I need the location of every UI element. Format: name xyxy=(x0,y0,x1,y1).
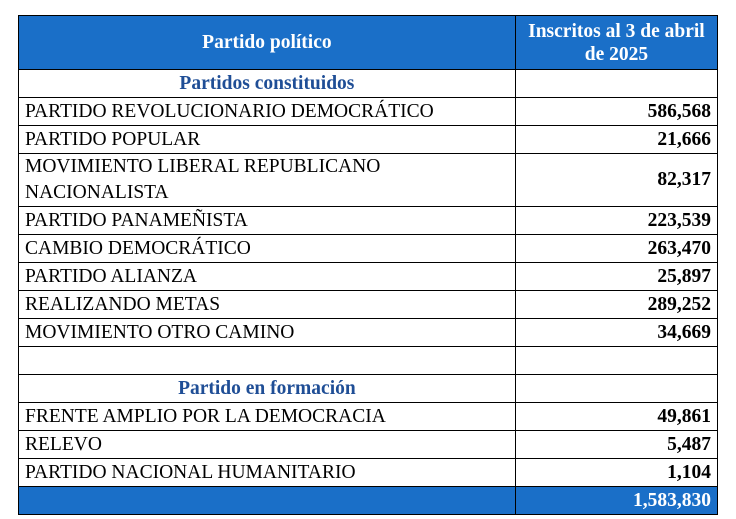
party-row: MOVIMIENTO OTRO CAMINO 34,669 xyxy=(18,318,719,347)
party-row: PARTIDO REVOLUCIONARIO DEMOCRÁTICO 586,56… xyxy=(18,97,719,126)
party-row: CAMBIO DEMOCRÁTICO 263,470 xyxy=(18,234,719,263)
party-count: 25,897 xyxy=(514,262,719,291)
party-row: RELEVO 5,487 xyxy=(18,430,719,459)
party-name: MOVIMIENTO OTRO CAMINO xyxy=(18,318,516,347)
section-title: Partido en formación xyxy=(18,374,516,403)
party-count: 34,669 xyxy=(514,318,719,347)
party-count: 5,487 xyxy=(514,430,719,459)
table-body: Partidos constituidos PARTIDO REVOLUCIONA… xyxy=(18,69,719,515)
empty-cell xyxy=(514,69,719,98)
party-row: PARTIDO ALIANZA 25,897 xyxy=(18,262,719,291)
party-row: REALIZANDO METAS 289,252 xyxy=(18,290,719,319)
party-name: REALIZANDO METAS xyxy=(18,290,516,319)
spacer-row xyxy=(18,346,719,375)
party-name: PARTIDO POPULAR xyxy=(18,125,516,154)
party-name: PARTIDO PANAMEÑISTA xyxy=(18,206,516,235)
parties-table: Partido político Inscritos al 3 de abril… xyxy=(18,15,719,515)
party-row: PARTIDO PANAMEÑISTA 223,539 xyxy=(18,206,719,235)
party-count: 223,539 xyxy=(514,206,719,235)
section-title: Partidos constituidos xyxy=(18,69,516,98)
party-name: RELEVO xyxy=(18,430,516,459)
section-row: Partidos constituidos xyxy=(18,69,719,98)
party-name: MOVIMIENTO LIBERAL REPUBLICANO NACIONALI… xyxy=(18,153,516,207)
party-count: 82,317 xyxy=(514,153,719,207)
section-row: Partido en formación xyxy=(18,374,719,403)
party-count: 289,252 xyxy=(514,290,719,319)
party-count: 263,470 xyxy=(514,234,719,263)
party-count: 586,568 xyxy=(514,97,719,126)
empty-cell xyxy=(514,374,719,403)
party-name: PARTIDO NACIONAL HUMANITARIO xyxy=(18,458,516,487)
party-row: PARTIDO NACIONAL HUMANITARIO 1,104 xyxy=(18,458,719,487)
party-name: PARTIDO ALIANZA xyxy=(18,262,516,291)
party-name: PARTIDO REVOLUCIONARIO DEMOCRÁTICO xyxy=(18,97,516,126)
total-row: 1,583,830 xyxy=(18,486,719,515)
party-count: 49,861 xyxy=(514,402,719,431)
empty-cell xyxy=(18,346,516,375)
party-count: 1,104 xyxy=(514,458,719,487)
party-count: 21,666 xyxy=(514,125,719,154)
column-header: Inscritos al 3 de abril de 2025 xyxy=(514,15,719,70)
party-row: MOVIMIENTO LIBERAL REPUBLICANO NACIONALI… xyxy=(18,153,719,207)
party-row: FRENTE AMPLIO POR LA DEMOCRACIA 49,861 xyxy=(18,402,719,431)
total-count: 1,583,830 xyxy=(514,486,719,515)
column-header: Partido político xyxy=(18,15,516,70)
empty-cell xyxy=(18,486,516,515)
party-name: FRENTE AMPLIO POR LA DEMOCRACIA xyxy=(18,402,516,431)
party-row: PARTIDO POPULAR 21,666 xyxy=(18,125,719,154)
empty-cell xyxy=(514,346,719,375)
party-name: CAMBIO DEMOCRÁTICO xyxy=(18,234,516,263)
header-row: Partido político Inscritos al 3 de abril… xyxy=(18,15,719,70)
